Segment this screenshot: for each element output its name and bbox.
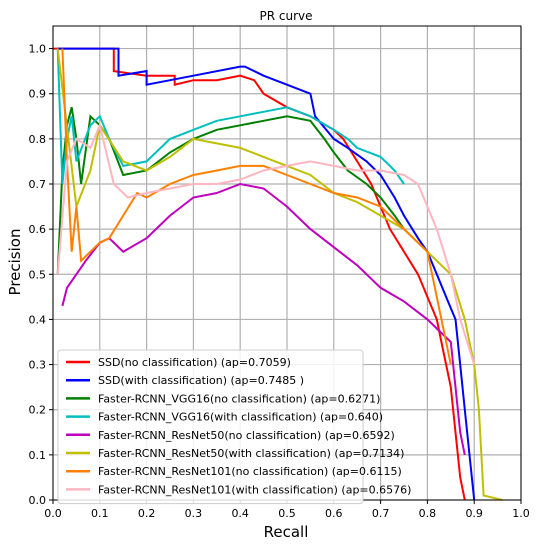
x-tick-label: 0.2 bbox=[138, 507, 156, 520]
x-tick-label: 0.8 bbox=[419, 507, 437, 520]
chart-title: PR curve bbox=[259, 9, 312, 23]
x-tick-label: 0.7 bbox=[372, 507, 390, 520]
series-line-6 bbox=[56, 48, 503, 501]
legend-entry: SSD(with classification) (ap=0.7485 ) bbox=[98, 374, 304, 387]
x-tick-label: 0.4 bbox=[231, 507, 249, 520]
tick-layer: 0.0 0.1 0.2 0.3 0.4 0.5 0.6 0.7 0.8 0.9 1.0 0.0 0.1 0… bbox=[29, 43, 530, 520]
y-tick-label: 0.0 bbox=[29, 494, 47, 507]
y-tick-label: 0.8 bbox=[29, 133, 47, 146]
y-tick-label: 0.2 bbox=[29, 404, 47, 417]
x-axis-title: Recall bbox=[264, 523, 309, 541]
x-tick-label: 0.3 bbox=[185, 507, 203, 520]
x-tick-label: 0.1 bbox=[91, 507, 109, 520]
legend-entry: SSD(no classification) (ap=0.7059) bbox=[98, 356, 291, 369]
legend-entry: Faster-RCNN_VGG16(with classification) (… bbox=[98, 411, 383, 424]
y-tick-label: 0.4 bbox=[29, 313, 47, 326]
y-tick-label: 0.9 bbox=[29, 88, 47, 101]
legend: SSD(no classification) (ap=0.7059) SSD(wi… bbox=[57, 349, 411, 505]
x-tick-label: 0.6 bbox=[325, 507, 343, 520]
series-line-7 bbox=[61, 48, 452, 365]
y-tick-label: 1.0 bbox=[29, 43, 47, 56]
x-tick-label: 0.5 bbox=[278, 507, 296, 520]
y-tick-label: 0.6 bbox=[29, 223, 47, 236]
legend-box bbox=[57, 349, 364, 505]
legend-entry: Faster-RCNN_ResNet101(no classification)… bbox=[98, 465, 402, 478]
y-axis-title: Precision bbox=[6, 229, 24, 296]
series-line-2 bbox=[57, 47, 476, 501]
legend-entry: Faster-RCNN_ResNet101(with classificatio… bbox=[98, 483, 411, 496]
y-tick-label: 0.3 bbox=[29, 359, 47, 372]
x-tick-label: 0.0 bbox=[44, 507, 62, 520]
legend-entry: Faster-RCNN_ResNet50(with classification… bbox=[98, 447, 404, 460]
legend-entry: Faster-RCNN_VGG16(no classification) (ap… bbox=[98, 392, 380, 405]
y-tick-label: 0.5 bbox=[29, 268, 47, 281]
series-line-4 bbox=[56, 48, 405, 185]
series-line-8 bbox=[56, 122, 476, 365]
y-tick-label: 0.7 bbox=[29, 178, 47, 191]
x-tick-label: 1.0 bbox=[512, 507, 530, 520]
legend-entry: Faster-RCNN_ResNet50(no classification) … bbox=[98, 429, 395, 442]
x-tick-label: 0.9 bbox=[465, 507, 483, 520]
y-tick-label: 0.1 bbox=[29, 449, 47, 462]
series-layer bbox=[53, 47, 503, 501]
